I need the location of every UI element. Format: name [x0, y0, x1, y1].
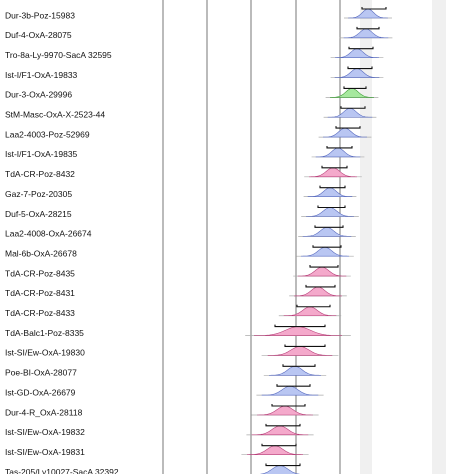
- range-bracket: [261, 443, 297, 447]
- row-label: Ist-SI/Ew-OxA-19832: [5, 427, 85, 437]
- range-bracket: [361, 7, 387, 10]
- distribution: [247, 445, 303, 455]
- row-label: TdA-CR-Poz-8431: [5, 288, 75, 298]
- row-label: Ist-SI/Ew-OxA-19831: [5, 447, 85, 457]
- range-bracket: [305, 284, 336, 288]
- row-label: TdA-CR-Poz-8433: [5, 308, 75, 318]
- row-label: Duf-5-OxA-28215: [5, 209, 72, 219]
- row-label: Dur-3b-Poz-15983: [5, 10, 75, 20]
- range-bracket: [276, 384, 311, 387]
- distribution: [261, 385, 319, 396]
- range-bracket: [309, 265, 339, 268]
- row-label: Ist-I/F1-OxA-19835: [5, 149, 78, 159]
- range-bracket: [284, 344, 326, 347]
- range-bracket: [343, 86, 367, 89]
- range-bracket: [274, 324, 326, 328]
- row-label: Dur-3-OxA-29996: [5, 90, 72, 100]
- row-label: TdA-Balc1-Poz-8335: [5, 328, 84, 338]
- range-bracket: [319, 185, 346, 189]
- distribution: [283, 306, 337, 317]
- range-bracket: [321, 165, 348, 169]
- row-label: Tas-205/Ly10027-SacA 32392: [5, 467, 119, 474]
- dividers: [162, 0, 341, 474]
- range-bracket: [296, 304, 331, 308]
- range-bracket: [312, 245, 342, 248]
- range-bracket: [348, 46, 374, 50]
- distribution: [297, 266, 347, 277]
- row-label: Gaz-7-Poz-20305: [5, 189, 72, 199]
- range-bracket: [340, 106, 366, 109]
- row-label: Tro-8a-Ly-9970-SacA 32595: [5, 50, 112, 60]
- distribution: [267, 346, 333, 356]
- row-label: TdA-CR-Poz-8435: [5, 268, 75, 278]
- row-label: Poe-BI-OxA-28077: [5, 368, 77, 378]
- distribution: [315, 147, 361, 158]
- distribution: [309, 167, 357, 178]
- distribution: [335, 48, 379, 58]
- distribution: [257, 405, 313, 416]
- row-label: Mal-6b-OxA-26678: [5, 248, 77, 258]
- range-bracket: [347, 66, 373, 70]
- range-bracket: [271, 404, 306, 407]
- distribution: [306, 207, 354, 217]
- range-bracket: [282, 364, 316, 367]
- row-label: Dur-4-R_OxA-28118: [5, 407, 83, 417]
- distribution: [307, 187, 353, 197]
- distribution: [334, 68, 380, 78]
- distribution: [301, 246, 349, 257]
- row-label: Duf-4-OxA-28075: [5, 30, 72, 40]
- row-label: Laa2-4008-OxA-26674: [5, 229, 92, 239]
- band: [360, 0, 372, 474]
- row-label: Ist-I/F1-OxA-19833: [5, 70, 78, 80]
- distribution: [254, 326, 342, 336]
- distribution: [294, 286, 342, 297]
- row-label: Laa2-4003-Poz-52969: [5, 129, 90, 139]
- row-label: TdA-CR-Poz-8432: [5, 169, 75, 179]
- distribution: [302, 227, 352, 237]
- range-bracket: [314, 225, 344, 228]
- range-bracket: [265, 463, 301, 467]
- row-label: StM-Masc-OxA-X-2523-44: [5, 110, 105, 120]
- distribution: [343, 28, 389, 39]
- range-bracket: [326, 145, 353, 149]
- row-label: Ist-SI/Ew-OxA-19830: [5, 348, 85, 358]
- row-label: Ist-GD-OxA-26679: [5, 387, 76, 397]
- distribution: [269, 365, 321, 376]
- range-bracket: [335, 126, 361, 129]
- range-bracket: [356, 26, 380, 30]
- band: [432, 0, 446, 474]
- distribution: [258, 465, 302, 474]
- range-bracket: [265, 423, 301, 427]
- distribution: [251, 425, 309, 436]
- range-bracket: [317, 205, 346, 209]
- distribution: [348, 8, 388, 19]
